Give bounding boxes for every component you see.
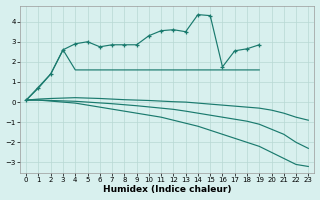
X-axis label: Humidex (Indice chaleur): Humidex (Indice chaleur) [103,185,232,194]
